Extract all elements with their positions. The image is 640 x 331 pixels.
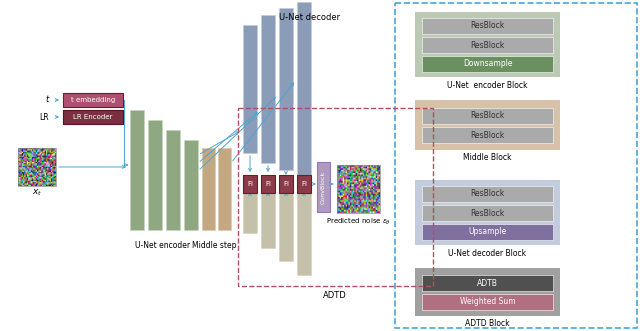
Bar: [422, 205, 553, 221]
Bar: [130, 110, 144, 230]
Text: ADTD: ADTD: [323, 291, 347, 300]
Bar: [422, 18, 553, 34]
Text: Predicted noise $\epsilon_\theta$: Predicted noise $\epsilon_\theta$: [326, 217, 390, 227]
Text: FI: FI: [301, 181, 307, 187]
Text: Downsample: Downsample: [463, 60, 512, 69]
Text: U-Net encoder: U-Net encoder: [136, 242, 191, 251]
Bar: [148, 120, 162, 230]
Text: Middle Block: Middle Block: [463, 154, 512, 163]
Text: t: t: [45, 96, 49, 105]
Text: U-Net decoder Block: U-Net decoder Block: [449, 249, 527, 258]
Bar: [279, 8, 293, 170]
Bar: [261, 15, 275, 163]
Bar: [279, 193, 293, 261]
Bar: [415, 268, 560, 316]
Bar: [166, 130, 180, 230]
Text: FI: FI: [265, 181, 271, 187]
Bar: [337, 165, 380, 213]
Text: ResBlock: ResBlock: [470, 130, 504, 139]
Bar: [297, 175, 311, 193]
Bar: [243, 193, 257, 233]
Bar: [184, 140, 198, 230]
Bar: [218, 148, 231, 230]
Text: ResBlock: ResBlock: [470, 209, 504, 217]
Bar: [422, 56, 553, 72]
Bar: [422, 186, 553, 202]
Bar: [243, 25, 257, 153]
Bar: [415, 100, 560, 150]
Bar: [243, 175, 257, 193]
Bar: [422, 224, 553, 240]
Bar: [297, 193, 311, 275]
Bar: [422, 275, 553, 291]
Bar: [422, 37, 553, 53]
Bar: [317, 162, 330, 212]
Bar: [395, 3, 637, 328]
Bar: [422, 294, 553, 310]
Bar: [422, 108, 553, 124]
Text: U-Net decoder: U-Net decoder: [280, 14, 340, 23]
Bar: [279, 175, 293, 193]
Text: FI: FI: [247, 181, 253, 187]
Text: ResBlock: ResBlock: [470, 22, 504, 30]
Bar: [261, 175, 275, 193]
Text: $x_t$: $x_t$: [32, 188, 42, 198]
Text: Weighted Sum: Weighted Sum: [460, 298, 515, 307]
Bar: [422, 127, 553, 143]
Text: LR: LR: [39, 113, 49, 121]
Text: Middle step: Middle step: [192, 242, 236, 251]
Bar: [415, 12, 560, 77]
Bar: [261, 193, 275, 248]
Text: LR Encoder: LR Encoder: [74, 114, 113, 120]
Bar: [18, 148, 56, 186]
Text: FI: FI: [283, 181, 289, 187]
Bar: [415, 180, 560, 245]
Text: ResBlock: ResBlock: [470, 190, 504, 199]
Text: U-Net  encoder Block: U-Net encoder Block: [447, 80, 528, 89]
Text: ADTD Block: ADTD Block: [465, 319, 510, 328]
Text: ConvBlock: ConvBlock: [321, 170, 326, 204]
Text: ResBlock: ResBlock: [470, 40, 504, 50]
Bar: [297, 2, 311, 180]
Bar: [63, 93, 123, 107]
Text: ADTB: ADTB: [477, 278, 498, 288]
Bar: [202, 148, 215, 230]
Text: Upsample: Upsample: [468, 227, 507, 237]
Text: t embedding: t embedding: [71, 97, 115, 103]
Bar: [238, 108, 433, 286]
Bar: [63, 110, 123, 124]
Text: ResBlock: ResBlock: [470, 112, 504, 120]
